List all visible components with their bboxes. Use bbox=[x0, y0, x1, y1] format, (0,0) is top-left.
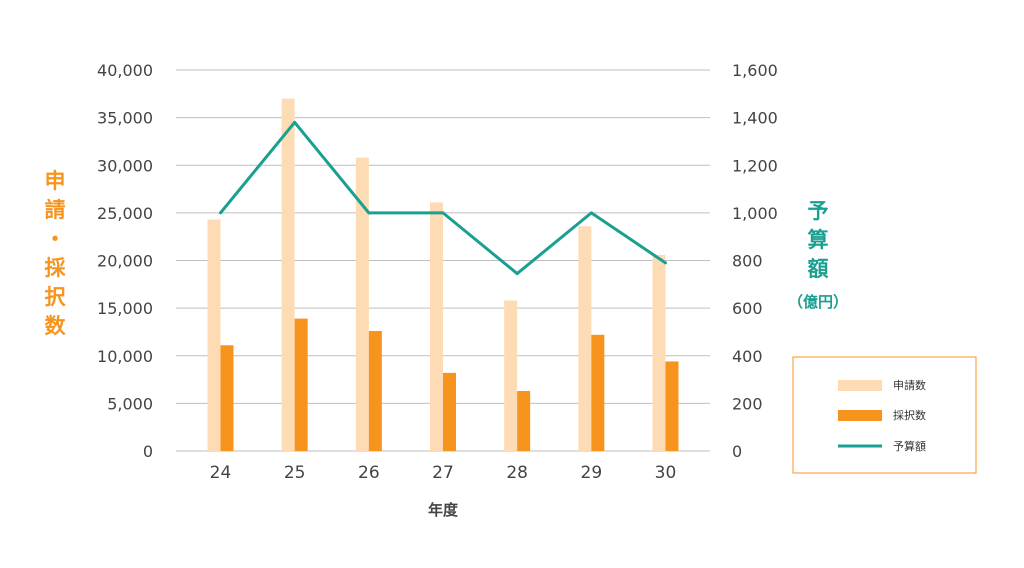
y-tick-label-left: 35,000 bbox=[97, 109, 153, 128]
bar-adoptions bbox=[517, 390, 531, 451]
y-tick-label-right: 1,400 bbox=[732, 109, 778, 128]
x-tick-label: 26 bbox=[358, 463, 380, 483]
bar-applications bbox=[281, 98, 295, 451]
point-budget bbox=[589, 211, 593, 215]
y-axis-title-left-char: 採 bbox=[45, 256, 67, 280]
y-tick-label-right: 600 bbox=[732, 299, 763, 318]
legend-swatch-applications bbox=[838, 380, 882, 391]
bar-adoptions bbox=[665, 361, 679, 451]
bar-applications bbox=[355, 157, 369, 451]
bar-adoptions bbox=[220, 345, 234, 451]
bar-applications bbox=[652, 254, 666, 451]
y-tick-label-left: 5,000 bbox=[107, 394, 153, 413]
legend-swatch-adoptions bbox=[838, 410, 882, 421]
y-axis-title-right-char: 額 bbox=[807, 257, 829, 281]
y-tick-label-left: 30,000 bbox=[97, 156, 153, 175]
y-tick-label-right: 0 bbox=[732, 442, 742, 461]
x-ticks: 24 25 26 27 28 29 30 bbox=[210, 463, 677, 483]
y-tick-label-left: 10,000 bbox=[97, 347, 153, 366]
y-ticks-left: 0 5,000 10,000 15,000 20,000 25,000 30,000 35,0… bbox=[97, 61, 153, 461]
bar-applications bbox=[578, 226, 592, 451]
y-axis-unit-right: （億円） bbox=[788, 293, 848, 311]
y-axis-title-left-char: 申 bbox=[45, 169, 66, 193]
y-axis-title-right-char: 算 bbox=[808, 228, 829, 252]
bar-adoptions bbox=[443, 372, 456, 451]
y-tick-label-left: 40,000 bbox=[97, 61, 153, 80]
bar-applications bbox=[504, 300, 518, 451]
y-tick-label-left: 20,000 bbox=[97, 252, 153, 271]
point-budget bbox=[367, 211, 371, 215]
x-tick-label: 30 bbox=[655, 463, 677, 483]
y-tick-label-right: 1,200 bbox=[732, 156, 778, 175]
x-tick-label: 24 bbox=[210, 463, 232, 483]
y-axis-title-left-char: 数 bbox=[45, 314, 67, 338]
legend: 申請数 採択数 予算額 bbox=[792, 356, 977, 474]
point-budget bbox=[664, 261, 667, 265]
bar-adoptions bbox=[368, 330, 382, 451]
y-axis-title-left-char: 請 bbox=[45, 198, 66, 222]
y-axis-title-left-char: ・ bbox=[45, 227, 66, 251]
y-tick-label-right: 400 bbox=[732, 347, 763, 366]
y-ticks-right: 0 200 400 600 800 1,000 1,200 1,400 1,600 bbox=[732, 61, 778, 461]
bar-applications bbox=[207, 219, 221, 451]
budget-line bbox=[219, 120, 667, 276]
x-tick-label: 27 bbox=[432, 463, 454, 483]
y-tick-label-left: 15,000 bbox=[97, 299, 153, 318]
y-axis-title-right: 予算額 bbox=[807, 199, 829, 281]
point-budget bbox=[293, 120, 297, 124]
x-tick-label: 28 bbox=[506, 463, 528, 483]
x-axis-title: 年度 bbox=[428, 501, 459, 519]
y-tick-label-right: 1,600 bbox=[732, 61, 778, 80]
legend-label-applications: 申請数 bbox=[893, 378, 926, 392]
y-axis-title-left: 申請・採択数 bbox=[45, 169, 67, 338]
point-budget bbox=[219, 211, 222, 215]
x-tick-label: 25 bbox=[284, 463, 306, 483]
y-axis-title-left-char: 択 bbox=[45, 285, 67, 309]
y-tick-label-right: 1,000 bbox=[732, 204, 778, 223]
point-budget bbox=[515, 272, 519, 276]
bar-applications bbox=[430, 202, 443, 451]
legend-label-budget: 予算額 bbox=[893, 439, 926, 453]
y-axis-title-right-char: 予 bbox=[808, 199, 829, 223]
legend-box bbox=[792, 356, 977, 474]
y-tick-label-right: 800 bbox=[732, 252, 763, 271]
bar-adoptions bbox=[591, 334, 605, 451]
legend-label-adoptions: 採択数 bbox=[893, 408, 926, 422]
point-budget bbox=[441, 211, 445, 215]
bars bbox=[207, 98, 679, 451]
x-tick-label: 29 bbox=[581, 463, 603, 483]
y-tick-label-right: 200 bbox=[732, 394, 763, 413]
y-tick-label-left: 25,000 bbox=[97, 204, 153, 223]
bar-adoptions bbox=[294, 318, 308, 451]
y-tick-label-left: 0 bbox=[143, 442, 153, 461]
